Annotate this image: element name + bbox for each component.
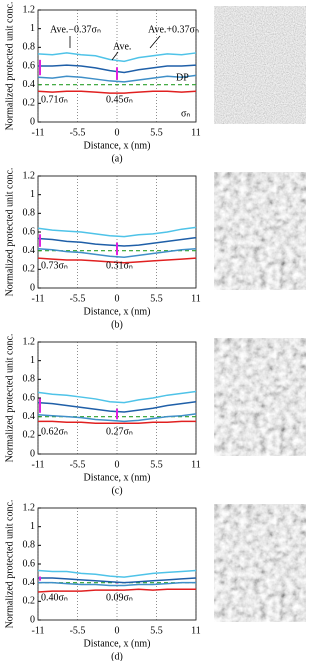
y-tick-label: 0.8 [23, 42, 36, 53]
series-line [37, 226, 197, 238]
y-axis-label: Normalized protected unit conc. [4, 500, 15, 629]
y-tick-label: 1 [30, 23, 35, 34]
x-tick-label: 0 [115, 625, 120, 636]
sigma-label: 0.45σₙ [106, 94, 133, 105]
y-tick-label: 0.4 [23, 577, 36, 588]
caption: (c) [111, 485, 122, 496]
y-tick-label: 0.8 [23, 208, 36, 219]
y-tick-label: 0.2 [23, 264, 36, 275]
y-tick-label: 1 [30, 521, 35, 532]
series-line [37, 90, 197, 94]
y-tick-label: 0 [30, 116, 35, 127]
y-tick-label: 0.6 [23, 558, 36, 569]
y-tick-label: 1 [30, 355, 35, 366]
panel: 0 0.2 0.4 0.6 0.8 1 1.2 -11 -5.5 0 5.5 11 Distance, … [4, 2, 306, 164]
x-tick-label: -5.5 [70, 127, 86, 138]
panel: 0 0.2 0.4 0.6 0.8 1 1.2 -11 -5.5 0 5.5 11 Distance, … [4, 334, 306, 496]
y-tick-label: 1.2 [23, 170, 36, 181]
series-line [37, 257, 197, 264]
y-tick-label: 0.6 [23, 392, 36, 403]
x-tick-label: -5.5 [70, 293, 86, 304]
y-tick-label: 1.2 [23, 336, 36, 347]
x-tick-label: 11 [191, 127, 201, 138]
x-tick-label: 5.5 [150, 625, 163, 636]
x-tick-label: 5.5 [150, 459, 163, 470]
series-line [37, 74, 197, 83]
series-line [37, 52, 197, 63]
x-tick-label: -11 [32, 127, 45, 138]
y-tick-label: 0.6 [23, 60, 36, 71]
micrograph [214, 338, 306, 456]
sigma-label: 0.62σₙ [41, 426, 68, 437]
y-axis-label: Normalized protected unit conc. [4, 2, 15, 131]
series-line [37, 413, 197, 423]
y-tick-label: 0 [30, 614, 35, 625]
series-line [38, 420, 196, 424]
y-tick-label: 0.4 [23, 245, 36, 256]
x-tick-label: -11 [32, 459, 45, 470]
x-tick-label: 5.5 [150, 127, 163, 138]
x-tick-label: 11 [191, 625, 201, 636]
y-axis-label: Normalized protected unit conc. [4, 334, 15, 463]
series-line [38, 581, 196, 587]
x-tick-label: 11 [191, 459, 201, 470]
y-tick-label: 0.8 [23, 374, 36, 385]
annotation: Ave.+0.37σₙ [148, 24, 199, 35]
y-tick-label: 0 [30, 282, 35, 293]
x-tick-label: 0 [115, 459, 120, 470]
y-tick-label: 0.2 [23, 98, 36, 109]
annotation-arrow [149, 35, 161, 49]
micrograph [214, 504, 306, 622]
y-tick-label: 0.4 [23, 411, 36, 422]
sigma-label: 0.31σₙ [106, 260, 133, 271]
annotation: DP [176, 72, 189, 83]
sigma-label: 0.27σₙ [106, 426, 133, 437]
y-axis-label: Normalized protected unit conc. [4, 168, 15, 297]
x-tick-label: 11 [191, 293, 201, 304]
sigma-label: 0.09σₙ [106, 592, 133, 603]
x-tick-label: -5.5 [70, 625, 86, 636]
x-tick-label: 0 [115, 293, 120, 304]
y-tick-label: 1 [30, 189, 35, 200]
sigma-label: 0.71σₙ [41, 94, 68, 105]
sigma-label: 0.40σₙ [41, 592, 68, 603]
annotation: σₙ [181, 108, 190, 119]
x-axis-label: Distance, x (nm) [84, 306, 151, 317]
y-tick-label: 0.6 [23, 226, 36, 237]
annotation: Ave.−0.37σₙ [50, 24, 101, 35]
panel: 0 0.2 0.4 0.6 0.8 1 1.2 -11 -5.5 0 5.5 11 Distance, … [4, 168, 306, 330]
y-tick-label: 0.2 [23, 430, 36, 441]
y-tick-label: 1.2 [23, 502, 36, 513]
x-axis-label: Distance, x (nm) [84, 638, 151, 649]
caption: (a) [111, 153, 122, 164]
annotation-arrow [111, 51, 119, 61]
panel: 0 0.2 0.4 0.6 0.8 1 1.2 -11 -5.5 0 5.5 11 Distance, … [4, 500, 306, 661]
y-tick-label: 1.2 [23, 4, 36, 15]
x-tick-label: 0 [115, 127, 120, 138]
sigma-label: 0.73σₙ [41, 260, 68, 271]
figure: 00.20.40.60.811.2-11 -5.5 0 5.5 11Distance, … [4, 2, 306, 661]
x-tick-label: -5.5 [70, 459, 86, 470]
series-line [37, 248, 197, 258]
y-tick-label: 0.2 [23, 596, 36, 607]
x-axis-label: Distance, x (nm) [84, 472, 151, 483]
y-tick-label: 0.8 [23, 540, 36, 551]
x-tick-label: 5.5 [150, 293, 163, 304]
series-line [37, 569, 197, 578]
series-line [37, 390, 197, 404]
micrograph [214, 172, 306, 290]
x-tick-label: -11 [32, 625, 45, 636]
series-line [38, 577, 197, 584]
micrograph [214, 6, 306, 124]
annotation: Ave. [113, 41, 131, 52]
series-line [37, 588, 196, 593]
y-tick-label: 0 [30, 448, 35, 459]
x-axis-label: Distance, x (nm) [84, 140, 151, 151]
caption: (b) [111, 319, 123, 330]
caption: (d) [111, 651, 123, 661]
y-tick-label: 0.4 [23, 79, 36, 90]
x-tick-label: -11 [32, 293, 45, 304]
